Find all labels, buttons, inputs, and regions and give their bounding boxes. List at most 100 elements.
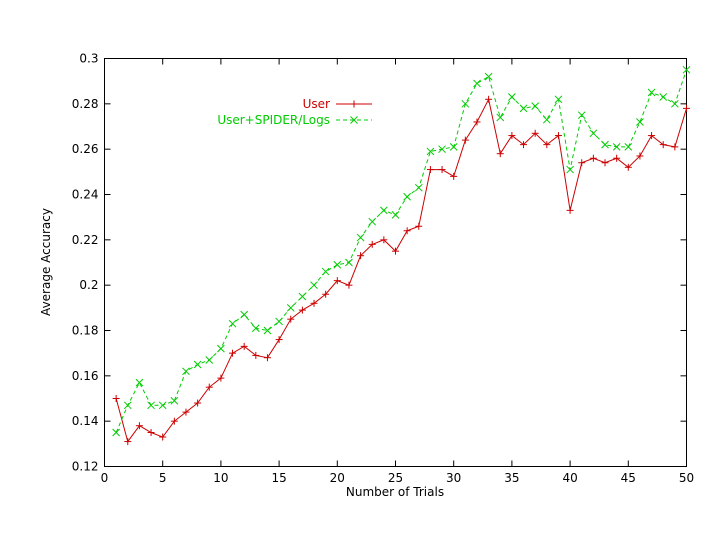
- x-tick-label: 25: [388, 471, 403, 485]
- y-tick-label: 0.2: [79, 278, 98, 292]
- y-tick-label: 0.18: [72, 324, 99, 338]
- data-point: [624, 143, 633, 151]
- data-point: [508, 93, 516, 101]
- data-point: [682, 65, 691, 74]
- data-point: [519, 104, 528, 113]
- data-point: [298, 306, 306, 314]
- data-point: [449, 143, 458, 151]
- data-point: [345, 258, 353, 267]
- axis-ticks: 0 5 10 15 20 25 30 35 40 45 50 0.12 0.14 0.16 0.18 0.2 0…: [72, 52, 694, 486]
- data-point: [217, 344, 225, 353]
- y-tick-label: 0.24: [72, 188, 99, 202]
- data-point: [275, 317, 283, 326]
- data-point: [263, 326, 272, 335]
- data-point: [438, 166, 446, 174]
- data-point: [240, 310, 249, 319]
- data-point: [671, 99, 679, 108]
- legend-marker: [350, 116, 358, 124]
- data-point: [403, 192, 411, 201]
- data-point: [182, 408, 190, 416]
- data-point: [275, 336, 283, 344]
- data-point: [263, 354, 271, 362]
- data-point: [322, 290, 330, 298]
- data-point: [473, 79, 481, 88]
- data-point: [426, 166, 434, 174]
- data-point: [414, 183, 423, 192]
- data-point: [286, 303, 295, 312]
- data-point: [554, 95, 563, 104]
- x-tick-label: 45: [621, 471, 636, 485]
- data-point: [671, 143, 679, 151]
- legend-marker: [350, 100, 358, 108]
- data-point: [147, 401, 155, 410]
- data-point: [612, 143, 621, 151]
- series-layer: [112, 65, 691, 446]
- data-point: [229, 349, 237, 357]
- data-point: [158, 401, 167, 410]
- data-point: [636, 152, 644, 160]
- series-user: [112, 95, 690, 446]
- data-point: [554, 132, 562, 140]
- data-point: [659, 93, 668, 101]
- data-point: [217, 374, 225, 382]
- data-point: [182, 367, 190, 376]
- data-point: [135, 422, 143, 430]
- x-tick-label: 35: [504, 471, 519, 485]
- data-point: [589, 129, 598, 138]
- data-point: [403, 227, 411, 235]
- data-point: [112, 428, 120, 437]
- legend-item: User: [303, 97, 372, 111]
- plot-frame: [104, 58, 687, 467]
- data-point: [205, 383, 213, 391]
- data-point: [624, 163, 632, 171]
- data-point: [205, 356, 214, 364]
- x-tick-label: 15: [271, 471, 286, 485]
- data-point: [647, 88, 656, 97]
- data-point: [170, 396, 179, 405]
- data-point: [252, 351, 260, 359]
- data-point: [578, 159, 586, 167]
- data-point: [531, 129, 539, 137]
- series-user-spider-logs: [112, 65, 691, 437]
- x-tick-label: 10: [213, 471, 228, 485]
- data-point: [368, 217, 377, 226]
- data-point: [333, 277, 341, 285]
- data-point: [310, 299, 318, 307]
- y-tick-label: 0.28: [72, 97, 99, 111]
- data-point: [636, 118, 644, 126]
- legend: User User+SPIDER/Logs: [217, 97, 372, 127]
- legend-item: User+SPIDER/Logs: [217, 113, 372, 127]
- data-point: [543, 141, 551, 149]
- data-point: [392, 247, 399, 255]
- x-axis-label: Number of Trials: [346, 485, 444, 499]
- data-point: [589, 154, 597, 162]
- data-point: [228, 319, 237, 328]
- data-point: [461, 99, 470, 108]
- data-point: [520, 141, 528, 149]
- x-tick-label: 30: [446, 471, 461, 485]
- data-point: [659, 141, 667, 149]
- data-point: [135, 378, 144, 387]
- data-point: [251, 324, 260, 333]
- data-point: [380, 206, 388, 215]
- y-tick-label: 0.22: [72, 233, 99, 247]
- data-point: [613, 154, 621, 162]
- data-point: [345, 281, 353, 289]
- data-point: [321, 267, 330, 276]
- series-line: [115, 69, 687, 433]
- y-tick-label: 0.16: [72, 369, 99, 383]
- data-point: [426, 147, 435, 156]
- x-tick-label: 50: [679, 471, 694, 485]
- data-point: [683, 104, 690, 112]
- y-tick-label: 0.14: [72, 414, 99, 428]
- data-point: [112, 395, 120, 402]
- data-point: [577, 111, 586, 120]
- data-point: [159, 433, 167, 441]
- data-point: [193, 360, 202, 369]
- data-point: [415, 222, 423, 230]
- data-point: [438, 145, 446, 154]
- data-point: [601, 159, 609, 167]
- data-point: [194, 399, 202, 407]
- data-point: [356, 233, 365, 242]
